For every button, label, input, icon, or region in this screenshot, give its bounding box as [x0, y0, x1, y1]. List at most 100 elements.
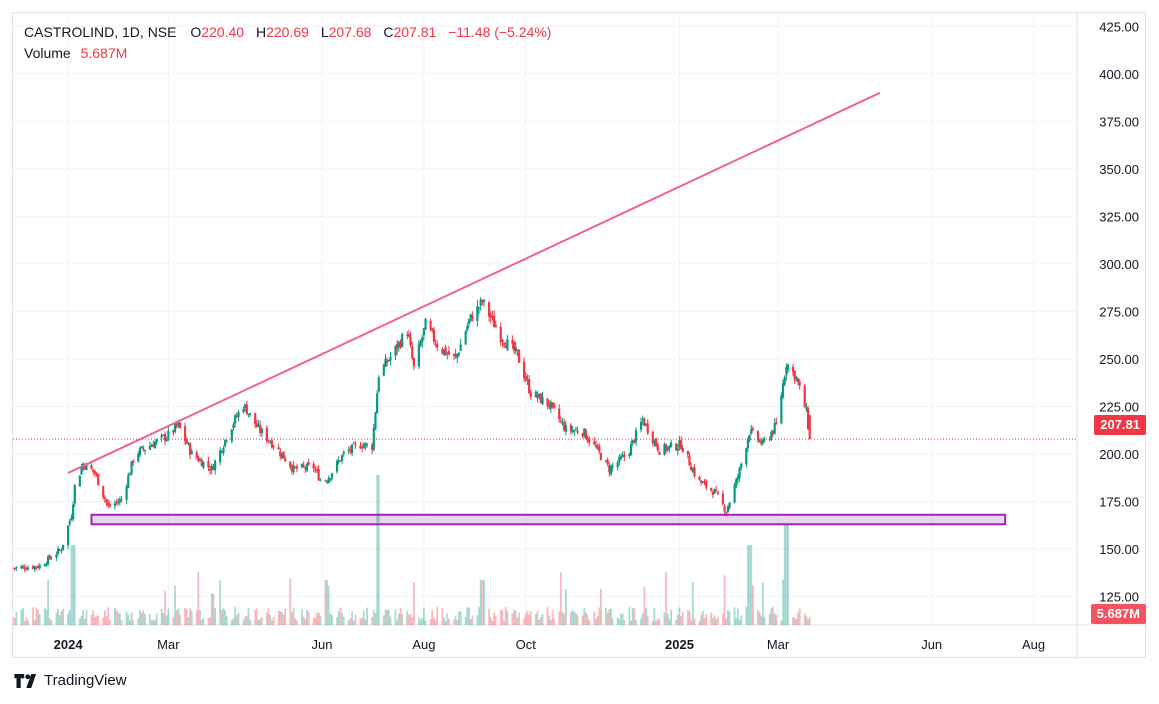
candle-body	[536, 394, 539, 399]
volume-bar	[185, 608, 188, 625]
candle-body	[733, 485, 736, 503]
candle-body	[68, 520, 71, 525]
volume-bar	[284, 608, 287, 625]
tradingview-logo[interactable]: TradingView	[14, 672, 127, 689]
candle-body	[374, 412, 377, 430]
candle-body	[202, 461, 205, 468]
volume-bar	[501, 610, 504, 625]
symbol-label[interactable]: CASTROLIND, 1D, NSE	[24, 24, 177, 40]
volume-bar	[115, 609, 118, 625]
volume-bar	[35, 607, 38, 625]
volume-bar	[341, 612, 343, 625]
volume-bar	[646, 615, 649, 625]
volume-bar	[558, 611, 561, 625]
volume-bar	[598, 607, 601, 625]
chart-frame[interactable]: 125.00 150.00 175.00 200.00 225.00 250.00 275.…	[12, 12, 1147, 659]
volume-bar	[539, 617, 542, 625]
candle-body	[329, 478, 332, 480]
volume-bar	[92, 610, 95, 625]
volume-bar	[80, 615, 83, 625]
candle-body	[735, 478, 738, 487]
volume-bar	[167, 608, 170, 625]
candle-body	[198, 459, 202, 461]
candle-body	[746, 439, 750, 449]
candle-body	[489, 314, 492, 318]
candle-body	[663, 444, 666, 455]
candle-body	[514, 347, 517, 352]
candle-body	[781, 383, 785, 398]
volume-bar	[740, 615, 743, 625]
candle-body	[721, 493, 724, 505]
volume-bar	[160, 608, 163, 625]
candle-body	[230, 429, 233, 442]
candle-body	[242, 408, 245, 413]
candle-body	[314, 469, 317, 471]
y-tick-label: 150.00	[1099, 542, 1139, 557]
volume-bar	[596, 616, 599, 625]
grid	[13, 13, 1147, 659]
candle-body	[244, 404, 247, 408]
volume-bar	[329, 613, 332, 625]
candle-body	[644, 423, 648, 425]
candle-body	[559, 420, 562, 422]
volume-bar	[745, 607, 748, 625]
candle-body	[73, 484, 76, 504]
candle-body	[569, 424, 572, 431]
volume-bar	[653, 608, 656, 625]
candle-body	[382, 364, 385, 376]
volume-bar	[795, 619, 798, 625]
volume-bar	[446, 613, 449, 625]
volume-bar	[571, 610, 574, 625]
volume-bar	[316, 613, 318, 625]
candle-body	[107, 502, 110, 506]
volume-bar	[523, 618, 526, 625]
candle-body	[234, 415, 237, 424]
x-tick-label: 2025	[665, 637, 694, 652]
candle-body	[26, 567, 30, 570]
volume-bar	[32, 607, 34, 625]
candle-body	[479, 299, 482, 306]
candle-body	[770, 432, 773, 440]
candle-body	[55, 554, 58, 558]
candle-body	[58, 549, 61, 551]
volume-bar	[152, 619, 155, 625]
volume-bar	[342, 616, 345, 625]
volume-bar	[85, 609, 88, 625]
volume-bar	[750, 545, 753, 625]
volume-bar	[748, 545, 751, 625]
candle-body	[504, 345, 507, 348]
tradingview-icon	[14, 673, 37, 688]
volume-bar	[620, 613, 622, 625]
volume-bar	[245, 615, 248, 625]
candle-body	[558, 408, 561, 420]
candle-body	[805, 406, 808, 410]
volume-bar	[553, 619, 556, 625]
candle-body	[108, 504, 111, 507]
candle-body	[604, 460, 608, 462]
candle-body	[701, 482, 704, 484]
candle-body	[177, 422, 180, 426]
volume-bar	[459, 610, 462, 625]
drawings	[13, 91, 1077, 526]
candle-body	[412, 357, 415, 367]
volume-bar	[499, 609, 502, 625]
candle-body	[289, 461, 292, 468]
volume-bar	[62, 608, 65, 625]
x-tick-label: Mar	[767, 637, 790, 652]
volume-label[interactable]: Volume	[24, 45, 71, 61]
volume-bar	[656, 618, 659, 625]
volume-bar	[715, 619, 718, 625]
candle-body	[349, 448, 352, 452]
volume-bar	[235, 615, 238, 625]
candle-body	[257, 424, 260, 427]
volume-bar	[269, 614, 272, 625]
volume-bar	[666, 613, 669, 625]
volume-bar	[491, 620, 494, 625]
candle-body	[102, 485, 105, 497]
price-chart[interactable]: 125.00 150.00 175.00 200.00 225.00 250.00 275.…	[13, 13, 1147, 659]
candle-body	[654, 438, 658, 446]
volume-bar	[538, 620, 541, 625]
candle-body	[656, 444, 659, 451]
candle-body	[711, 491, 714, 495]
volume-bar	[631, 607, 634, 625]
